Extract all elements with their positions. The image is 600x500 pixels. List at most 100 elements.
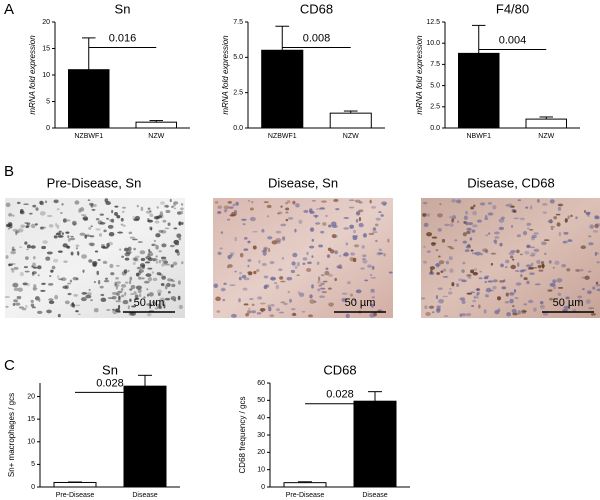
cell [331,224,338,228]
x-tick-label: NZBWF1 [268,133,297,140]
cell [505,292,509,297]
cell [80,297,87,302]
cell [537,264,542,269]
cell [170,278,174,282]
cell [510,264,516,270]
cell [381,201,388,205]
cell [42,240,48,244]
cell [443,314,449,317]
cell [116,264,120,267]
cell [248,271,253,276]
cell [439,203,442,206]
cell [114,205,119,208]
cell [122,206,126,209]
cell [65,219,71,222]
cell [362,259,368,264]
cell [120,294,125,298]
cell [361,257,366,261]
cell [525,264,532,268]
cell [470,269,475,274]
cell [46,214,53,218]
cell [51,265,56,270]
cell [328,287,332,290]
cell [138,276,142,280]
cell [283,302,288,306]
cell [217,205,223,209]
cell [223,208,228,213]
y-tick-label: 60 [257,380,265,387]
cell [32,204,37,208]
cell [471,304,475,308]
bar [135,121,177,129]
y-tick-label: 20 [257,449,265,456]
cell [449,287,452,290]
cell [522,230,528,236]
cell [296,261,300,267]
cell [100,297,107,303]
cell [138,293,142,298]
p-value: 0.028 [96,377,124,389]
cell [441,238,446,243]
bar [458,52,500,129]
cell [217,210,222,214]
cell [438,299,445,304]
cell [566,268,571,272]
cell [575,269,580,272]
cell [165,209,171,214]
cell [531,262,534,267]
cell [159,273,163,277]
cell [37,274,40,277]
cell [156,206,159,209]
cell [311,238,314,242]
cell [92,263,97,267]
cell [564,218,568,223]
cell [251,303,255,307]
cell [309,227,315,232]
cell [36,310,43,315]
cell [117,290,123,294]
cell [263,201,269,203]
cell [54,294,59,300]
cell [281,256,285,260]
cell [140,206,144,212]
cell [136,204,139,208]
cell [499,280,505,283]
cell [479,252,484,256]
cell [447,291,453,295]
cell [249,207,254,211]
cell [158,250,162,253]
cell [318,244,324,248]
cell [268,307,272,312]
cell [39,211,46,216]
cell [120,288,124,291]
cell [49,275,52,278]
cell [86,234,91,237]
cell [462,240,467,244]
cell [476,292,479,297]
cell [520,269,527,272]
cell [589,224,595,229]
cell [117,310,121,313]
cell [581,276,586,279]
cell [24,222,29,224]
cell [89,235,95,238]
chart-title: CD68 [300,1,333,16]
cell [137,241,143,243]
cell [541,241,547,246]
cell [557,292,562,296]
cell [161,258,167,263]
cell [424,305,428,310]
cell [496,296,502,301]
cell [311,284,314,289]
cell [315,208,321,210]
cell [115,300,122,303]
cell [248,307,251,310]
cell [243,237,248,240]
cell [90,225,93,228]
cell [425,311,431,316]
cell [279,276,284,280]
cell [24,270,30,273]
cell [119,248,122,251]
cell [533,307,537,312]
cell [103,229,107,233]
